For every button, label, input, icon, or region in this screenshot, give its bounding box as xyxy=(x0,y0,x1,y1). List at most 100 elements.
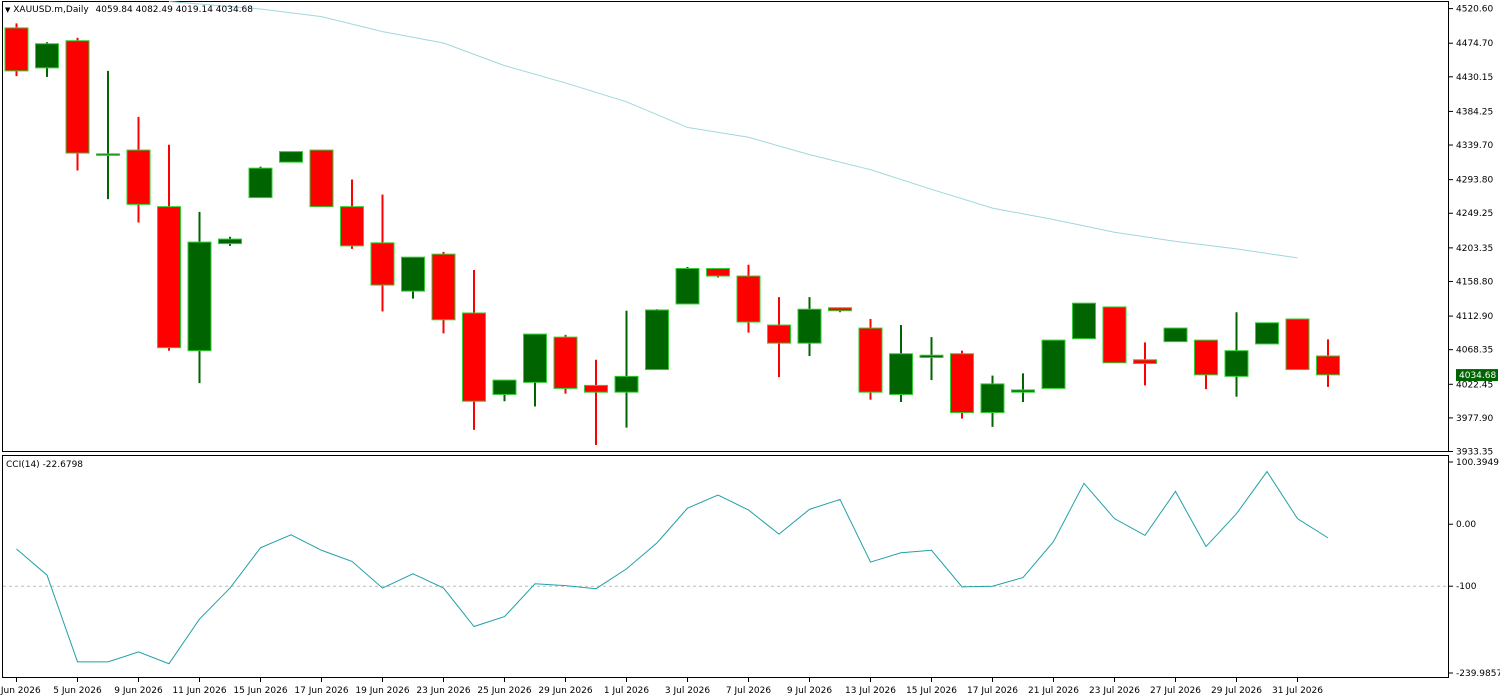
candle-body xyxy=(1316,355,1340,376)
time-tick-label: 27 Jul 2026 xyxy=(1150,686,1201,696)
candle xyxy=(492,379,517,402)
time-tick-label: 13 Jul 2026 xyxy=(845,686,896,696)
candle-body xyxy=(35,43,59,69)
candle xyxy=(340,179,364,249)
cci-line xyxy=(16,470,1329,665)
candle-body xyxy=(736,275,761,323)
time-tick-label: 25 Jun 2026 xyxy=(477,686,531,696)
candle-body xyxy=(584,384,608,393)
candle-body xyxy=(1011,389,1035,393)
candle-body xyxy=(1255,322,1279,345)
candle xyxy=(4,23,29,77)
main-chart-frame xyxy=(2,1,1449,678)
time-tick-label: 3 Jul 2026 xyxy=(665,686,710,696)
candle xyxy=(736,264,761,333)
candle-body xyxy=(614,375,639,393)
current-price-box xyxy=(1456,369,1498,382)
price-tick-label: 3933.35 xyxy=(1456,448,1493,458)
candle-body xyxy=(1133,359,1157,365)
candle xyxy=(218,236,242,246)
time-tick-label: 9 Jun 2026 xyxy=(114,686,163,696)
symbol-label: XAUUSD.m,Daily xyxy=(13,5,89,15)
time-tick-label: 29 Jun 2026 xyxy=(538,686,592,696)
candle xyxy=(1133,342,1157,386)
candle-body xyxy=(1285,318,1310,371)
candle-body xyxy=(523,333,547,383)
price-tick-label: 4112.90 xyxy=(1456,312,1493,322)
candle xyxy=(950,350,974,419)
time-tick-label: 1 Jul 2026 xyxy=(604,686,649,696)
candle-body xyxy=(889,353,913,395)
candle xyxy=(889,325,913,402)
candle-body xyxy=(980,383,1005,414)
ohlc-values: 4059.84 4082.49 4019.14 4034.68 xyxy=(95,5,253,15)
candle-body xyxy=(65,40,90,154)
price-tick-label: 3977.90 xyxy=(1456,414,1493,424)
candle xyxy=(797,297,822,356)
candle xyxy=(523,333,547,407)
cci-tick-label: -100 xyxy=(1456,582,1477,592)
candle-body xyxy=(370,242,395,286)
candle-body xyxy=(309,149,334,208)
candle-body xyxy=(4,27,29,72)
candle-body xyxy=(706,267,730,277)
time-tick-label: 31 Jul 2026 xyxy=(1272,686,1323,696)
candle xyxy=(1316,339,1340,387)
triangle-down-icon[interactable]: ▼ xyxy=(5,6,11,14)
candle-body xyxy=(431,253,456,321)
time-tick-label: 7 Jul 2026 xyxy=(726,686,771,696)
price-tick-label: 4068.35 xyxy=(1456,346,1493,356)
candle-body xyxy=(1224,350,1249,377)
candle xyxy=(401,256,425,299)
candle xyxy=(919,337,944,381)
time-tick-label: 23 Jun 2026 xyxy=(416,686,470,696)
candle-body xyxy=(645,309,669,371)
candle xyxy=(1163,327,1188,343)
candle-body xyxy=(553,336,578,389)
price-tick-label: 4430.15 xyxy=(1456,73,1493,83)
candle xyxy=(1072,302,1096,340)
time-tick-label: 15 Jul 2026 xyxy=(906,686,957,696)
cci-tick-label: 0.00 xyxy=(1456,520,1476,530)
candle xyxy=(126,116,151,223)
price-tick-label: 4474.70 xyxy=(1456,39,1493,49)
candle xyxy=(35,42,59,77)
candle-body xyxy=(1072,302,1096,340)
candle xyxy=(462,269,486,430)
candle-body xyxy=(1194,339,1218,376)
candle xyxy=(1011,373,1035,402)
time-tick-label: 17 Jul 2026 xyxy=(967,686,1018,696)
time-tick-label: 3 Jun 2026 xyxy=(0,686,41,696)
candle xyxy=(675,266,700,305)
candle-body xyxy=(1041,339,1066,389)
moving-average-line xyxy=(168,1,1298,259)
time-tick-label: 23 Jul 2026 xyxy=(1089,686,1140,696)
candle-body xyxy=(340,206,364,247)
cci-label: CCI(14) -22.6798 xyxy=(6,460,84,470)
candle-body xyxy=(492,379,517,395)
candle-body xyxy=(157,206,181,349)
candle xyxy=(706,267,730,278)
candle-body xyxy=(1163,327,1188,343)
time-tick-label: 15 Jun 2026 xyxy=(233,686,287,696)
candle-body xyxy=(462,312,486,402)
candle-body xyxy=(187,241,212,352)
candle xyxy=(645,309,669,371)
price-tick-label: 4520.60 xyxy=(1456,5,1493,15)
candle-body xyxy=(950,353,974,414)
price-tick-label: 4293.80 xyxy=(1456,176,1493,186)
candle xyxy=(828,307,852,313)
candle xyxy=(767,297,791,378)
candle-body xyxy=(1102,306,1127,364)
candle xyxy=(96,70,120,200)
indicator-plot-area xyxy=(2,455,1449,678)
candle xyxy=(1041,339,1066,389)
candle xyxy=(584,359,608,445)
cci-axis: 100.3949 0.00 -100 -239.9857 xyxy=(1449,458,1500,679)
candle xyxy=(614,310,639,428)
current-price-marker: 4034.68 xyxy=(1456,369,1498,382)
candle xyxy=(1194,339,1218,390)
candle-body xyxy=(675,267,700,305)
candle-body xyxy=(858,327,883,393)
